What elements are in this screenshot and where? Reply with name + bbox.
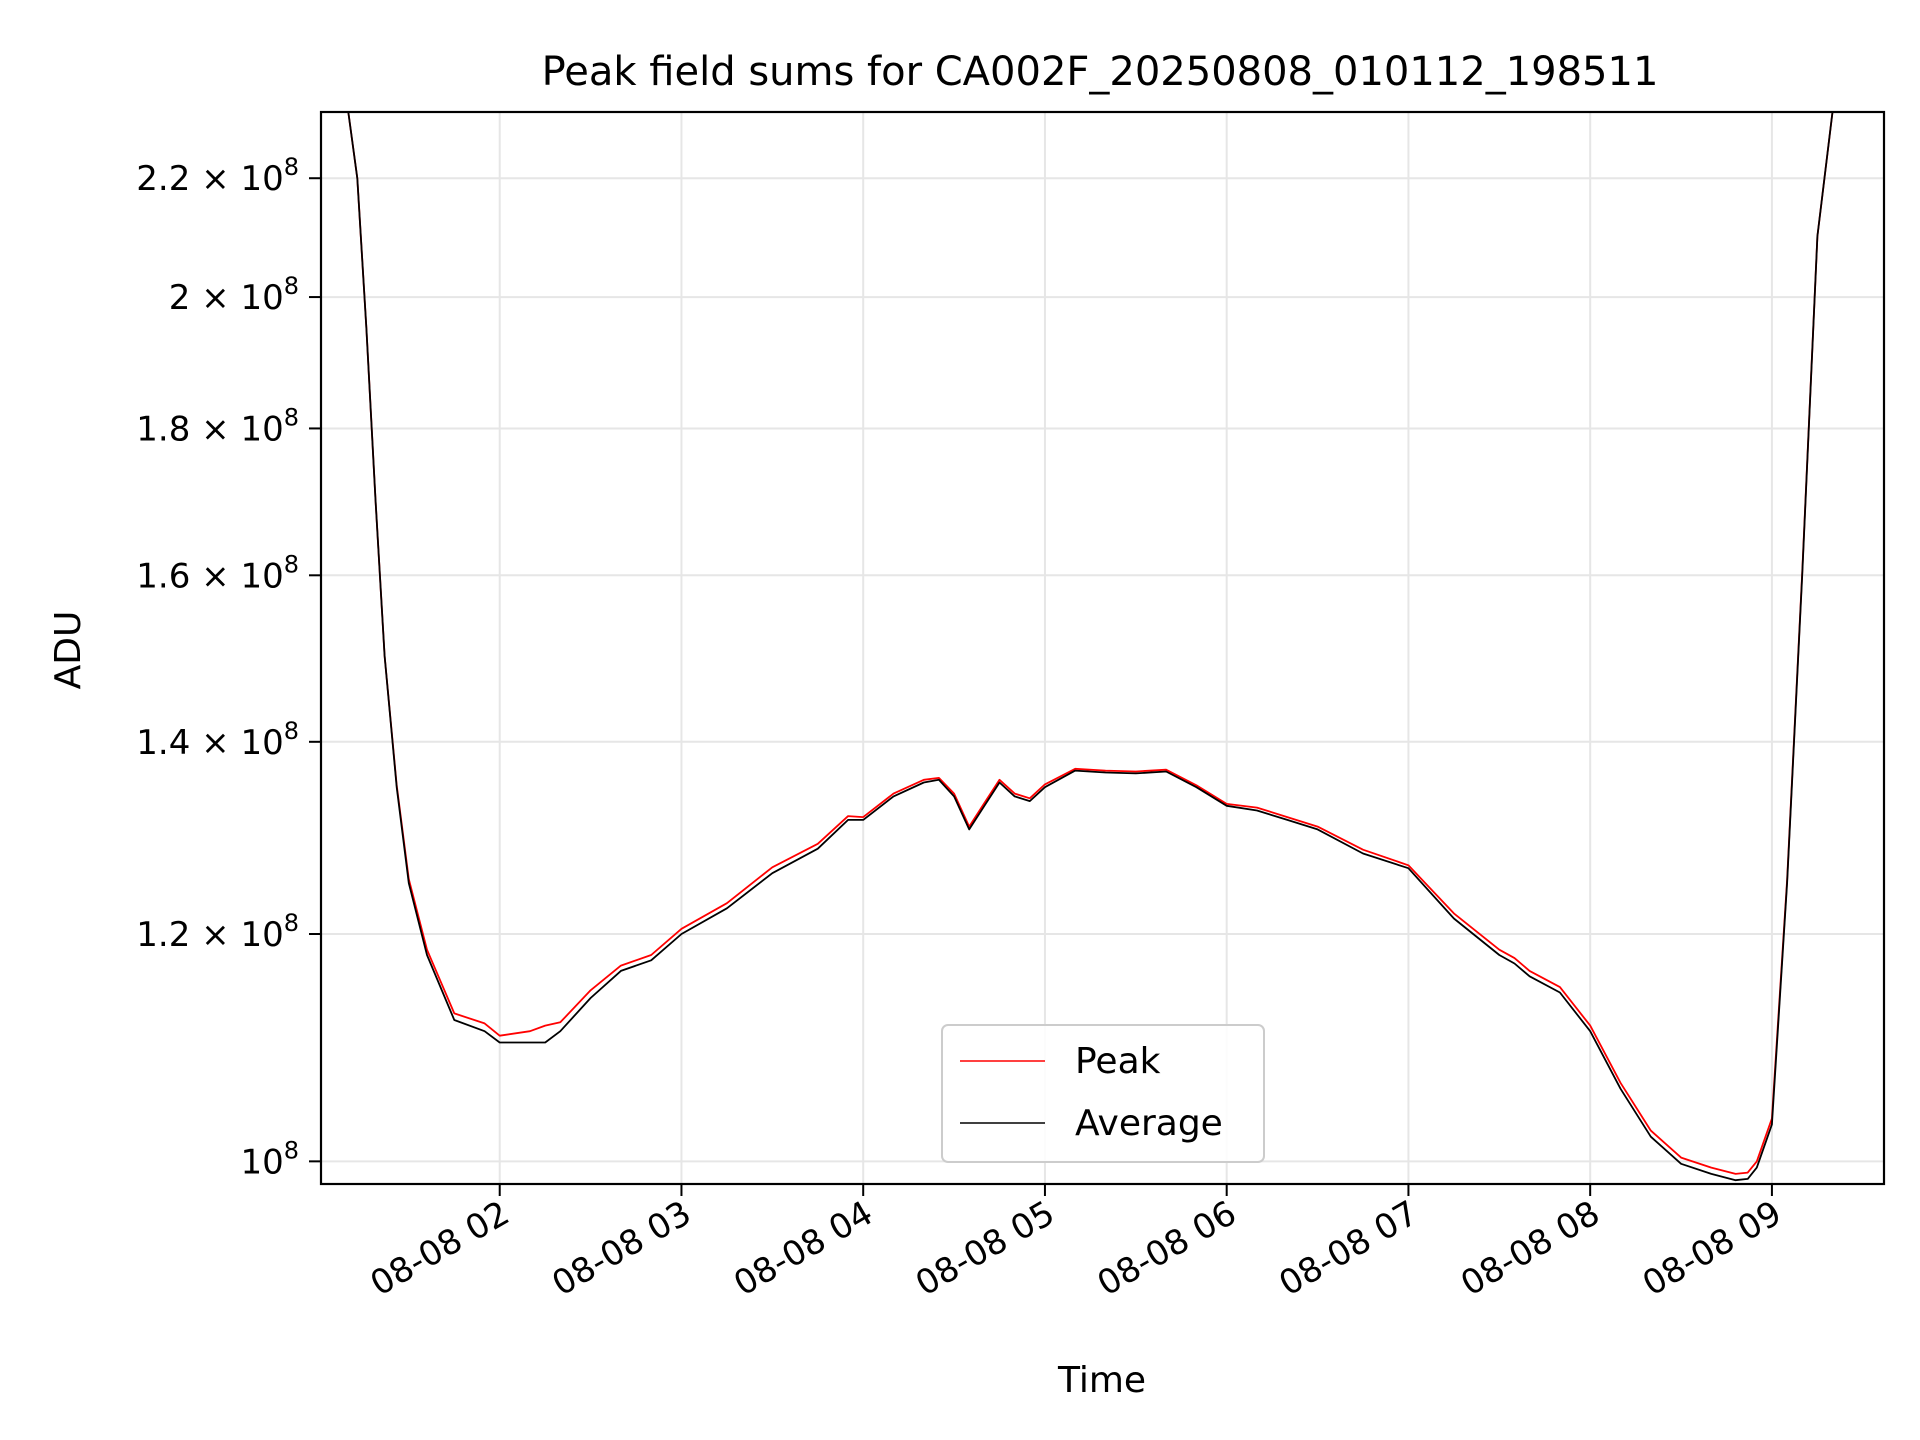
series-line-average bbox=[321, 111, 1884, 1182]
y-tick-label: 1.8 × 108 bbox=[136, 403, 299, 449]
series-layer bbox=[321, 111, 1884, 1182]
y-tick-label: 1.4 × 108 bbox=[136, 717, 299, 763]
x-axis-label: Time bbox=[1057, 1360, 1146, 1401]
plot-frame bbox=[319, 110, 1886, 1186]
legend-box bbox=[941, 1024, 1265, 1163]
legend: Peak Average bbox=[941, 1024, 1265, 1163]
y-tick-label: 2.2 × 108 bbox=[136, 153, 299, 199]
y-tick-label: 108 bbox=[240, 1136, 299, 1182]
y-axis: 108 1.2 × 108 1.4 × 108 1.6 × 108 1.8 × 108 2… bbox=[136, 153, 321, 1182]
legend-label-average: Average bbox=[1075, 1103, 1223, 1144]
y-axis-label: ADU bbox=[48, 611, 89, 690]
y-tick-label: 2 × 108 bbox=[169, 272, 299, 318]
grid bbox=[321, 112, 1884, 1184]
y-tick-label: 1.2 × 108 bbox=[136, 909, 299, 955]
y-tick-label: 1.6 × 108 bbox=[136, 550, 299, 596]
legend-label-peak: Peak bbox=[1075, 1041, 1161, 1082]
series-line-peak bbox=[321, 111, 1884, 1175]
chart-title: Peak field sums for CA002F_20250808_0101… bbox=[542, 49, 1659, 95]
